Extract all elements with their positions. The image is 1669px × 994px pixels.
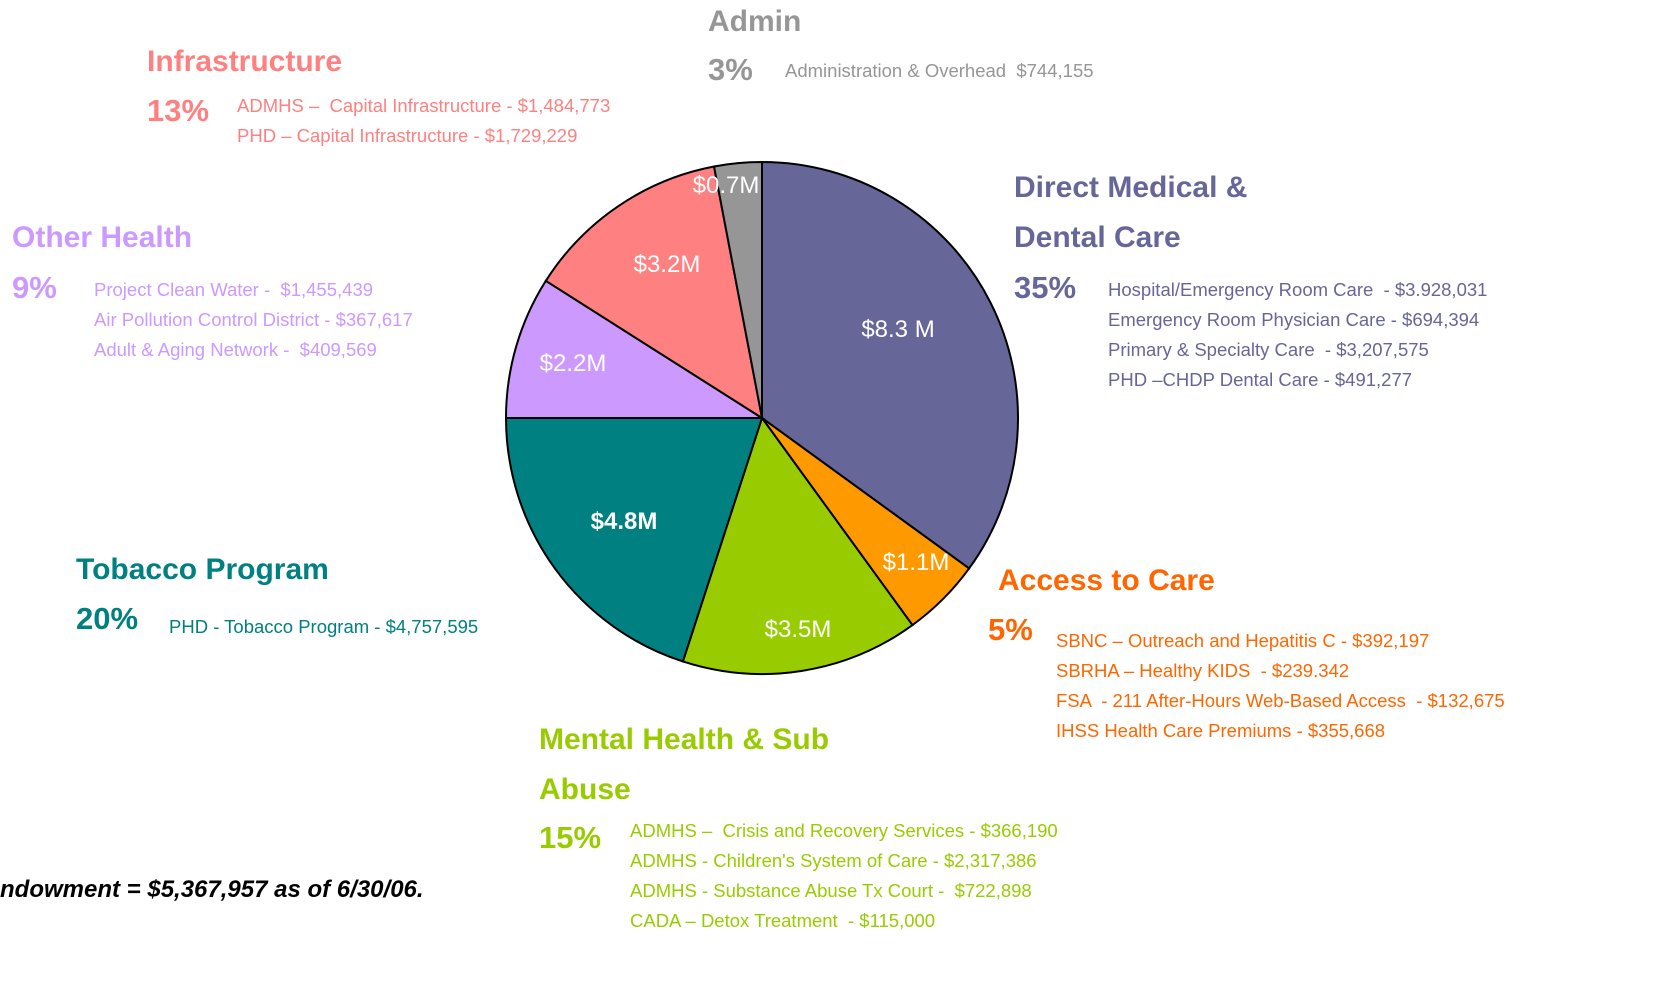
category-heading: Admin (708, 5, 802, 38)
footnote: ndowment = $5,367,957 as of 6/30/06. (0, 876, 424, 903)
percent-label: 5% (988, 612, 1033, 647)
slice-label: $8.3 M (861, 316, 935, 343)
slice-label: $3.5M (764, 616, 832, 643)
detail-line: CADA – Detox Treatment - $115,000 (630, 910, 936, 931)
detail-line: ADMHS - Substance Abuse Tx Court - $722,… (630, 880, 1032, 901)
category-heading: Mental Health & Sub Abuse (539, 723, 830, 806)
slice-label: $4.8M (590, 508, 658, 535)
category-heading: Infrastructure (147, 45, 343, 78)
detail-line: SBRHA – Healthy KIDS - $239.342 (1056, 660, 1350, 681)
detail-line: SBNC – Outreach and Hepatitis C - $392,1… (1056, 630, 1430, 651)
detail-line: Project Clean Water - $1,455,439 (94, 279, 374, 300)
detail-line: Adult & Aging Network - $409,569 (94, 339, 377, 360)
slice-label: $1.1M (882, 549, 950, 576)
pie-slice (761, 160, 1019, 570)
percent-label: 20% (76, 601, 139, 636)
category-heading: Other Health (12, 221, 193, 254)
detail-line: Emergency Room Physician Care - $694,394 (1108, 309, 1480, 330)
detail-line: PHD –CHDP Dental Care - $491,277 (1108, 369, 1413, 390)
detail-line: ADMHS – Crisis and Recovery Services - $… (630, 820, 1058, 841)
detail-line: FSA - 211 After-Hours Web-Based Access -… (1056, 690, 1505, 711)
category-heading: Access to Care (998, 564, 1215, 597)
detail-line: Air Pollution Control District - $367,61… (94, 309, 413, 330)
percent-label: 35% (1014, 270, 1077, 305)
detail-line: PHD - Tobacco Program - $4,757,595 (169, 616, 479, 637)
detail-line: PHD – Capital Infrastructure - $1,729,22… (237, 125, 578, 146)
detail-line: Hospital/Emergency Room Care - $3.928,03… (1108, 279, 1488, 300)
detail-line: Administration & Overhead $744,155 (785, 60, 1094, 81)
pie-slice (504, 417, 764, 663)
category-heading: Tobacco Program (76, 553, 329, 586)
percent-label: 13% (147, 93, 210, 128)
category-heading: Direct Medical & Dental Care (1014, 171, 1248, 254)
pie-slice (544, 165, 764, 421)
detail-line: ADMHS - Children's System of Care - $2,3… (630, 850, 1037, 871)
detail-line: ADMHS – Capital Infrastructure - $1,484,… (237, 95, 611, 116)
pie-slice (712, 160, 763, 419)
pie-slice (504, 279, 766, 419)
detail-line: IHSS Health Care Premiums - $355,668 (1056, 720, 1386, 741)
detail-line: Primary & Specialty Care - $3,207,575 (1108, 339, 1429, 360)
slice-label: $2.2M (539, 350, 607, 377)
percent-label: 3% (708, 52, 753, 87)
slice-label: $0.7M (692, 172, 760, 199)
slice-label: $3.2M (633, 251, 701, 278)
percent-label: 15% (539, 820, 602, 855)
percent-label: 9% (12, 270, 57, 305)
pie-slice (681, 415, 914, 675)
